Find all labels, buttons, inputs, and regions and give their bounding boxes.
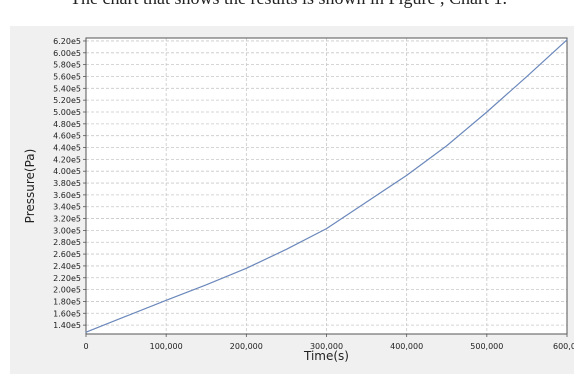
y-tick-label: 3.40e5 [53,203,81,212]
tick-labels: 1.40e5 1.60e5 1.80e5 2.00e5 2.20e5 2.40e5 2.60… [53,37,574,351]
y-tick-label: 1.60e5 [53,309,81,318]
y-tick-label: 4.60e5 [53,132,81,141]
y-tick-label: 1.40e5 [53,321,81,330]
y-tick-label: 5.80e5 [53,61,81,70]
x-tick-label: 100,000 [150,342,183,351]
y-tick-label: 5.40e5 [53,84,81,93]
y-tick-label: 3.80e5 [53,179,81,188]
y-tick-label: 1.80e5 [53,297,81,306]
y-tick-label: 2.80e5 [53,238,81,247]
grid-lines [85,38,568,334]
x-tick-label: 0 [83,342,88,351]
y-tick-label: 2.60e5 [53,250,81,259]
x-axis-title: Time(s) [303,349,349,363]
y-tick-label: 3.60e5 [53,191,81,200]
y-tick-label: 3.00e5 [53,226,81,235]
page-caption: The chart that shows the results is show… [0,0,577,12]
x-tick-label: 300,000 [310,342,343,351]
y-tick-label: 5.00e5 [53,108,81,117]
x-tick-label: 600,00 [553,342,574,351]
y-tick-label: 2.00e5 [53,286,81,295]
y-tick-label: 4.00e5 [53,167,81,176]
y-tick-label: 4.80e5 [53,120,81,129]
y-tick-label: 4.40e5 [53,144,81,153]
y-tick-label: 4.20e5 [53,155,81,164]
x-tick-label: 200,000 [230,342,263,351]
y-tick-label: 6.00e5 [53,49,81,58]
y-tick-label: 2.20e5 [53,274,81,283]
y-tick-label: 3.20e5 [53,215,81,224]
y-tick-label: 5.60e5 [53,72,81,81]
pressure-time-chart: 1.40e5 1.60e5 1.80e5 2.00e5 2.20e5 2.40e5 2.60… [23,37,574,363]
chart-panel: 1.40e5 1.60e5 1.80e5 2.00e5 2.20e5 2.40e5 2.60… [10,26,574,374]
y-tick-label: 5.20e5 [53,96,81,105]
series-lines [85,39,568,333]
series-line-0 [85,39,568,333]
x-tick-label: 500,000 [470,342,503,351]
x-tick-label: 400,000 [390,342,423,351]
y-tick-label: 6.20e5 [53,37,81,46]
y-axis-title: Pressure(Pa) [23,149,37,224]
y-tick-label: 2.40e5 [53,262,81,271]
